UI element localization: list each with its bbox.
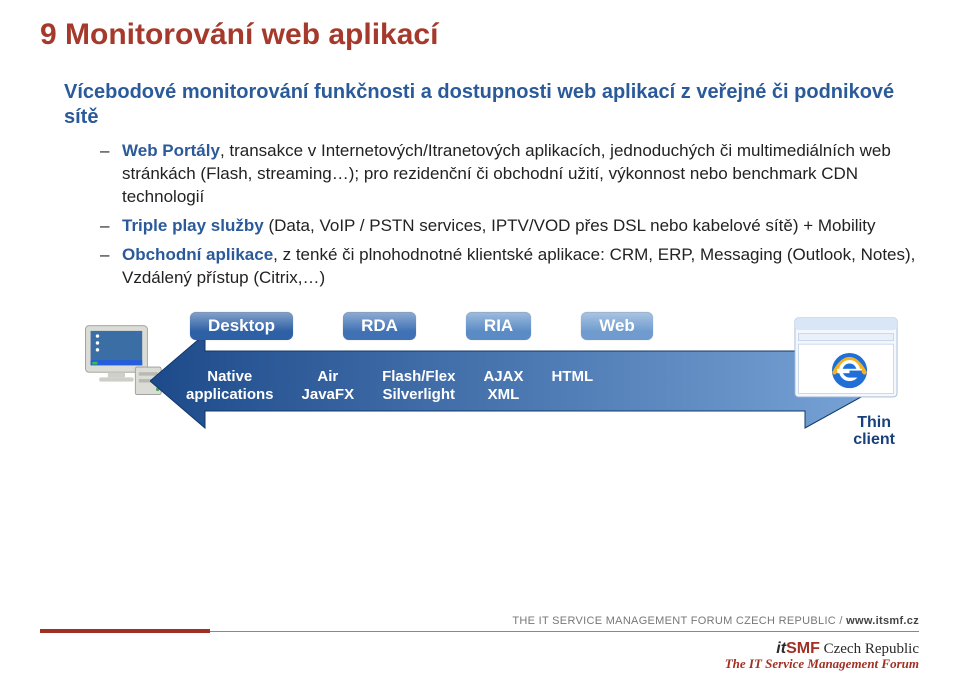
logo-sub: The IT Service Management Forum [725,657,919,671]
footer-org: THE IT SERVICE MANAGEMENT FORUM CZECH RE… [512,615,846,627]
arrow-tech-label: Nativeapplications [186,368,274,406]
bullet-item: Obchodní aplikace, z tenké či plnohodnot… [100,244,919,290]
bullet-item: Web Portály, transakce v Internetových/I… [100,140,919,209]
bullet-keyword: Obchodní aplikace [122,245,273,264]
arrow-pill: Desktop [190,312,293,340]
footer-logo: itSMF Czech Republic The IT Service Mana… [725,641,919,671]
arrow-tech-label: Flash/FlexSilverlight [382,368,455,406]
tech-line: applications [186,386,274,405]
arrow-tech-label: AJAXXML [483,368,523,406]
thin-client-label: Thin client [853,414,895,449]
arrow-diagram: Desktop RDA RIA Web Nativeapplications AirJa… [40,312,919,462]
slide-subtitle: Vícebodové monitorování funkčnosti a dos… [64,80,919,130]
logo-smf: SMF [786,640,820,657]
tech-line: Air [302,368,355,387]
logo-it: it [776,640,786,657]
tech-line: JavaFX [302,386,355,405]
arrow-pill: RDA [343,312,416,340]
footer-divider [0,629,959,633]
bullet-keyword: Web Portály [122,141,220,160]
slide-title: 9 Monitorování web aplikací [40,18,919,52]
logo-cz: Czech Republic [820,641,919,657]
browser-window-icon [793,316,899,404]
bullet-text: (Data, VoIP / PSTN services, IPTV/VOD př… [264,216,876,235]
footer-bar-line [210,631,919,632]
tech-line: XML [483,386,523,405]
tech-line: AJAX [483,368,523,387]
bullet-list: Web Portály, transakce v Internetových/I… [100,140,919,290]
bullet-keyword: Triple play služby [122,216,264,235]
thin-client-line2: client [853,431,895,449]
tech-line: HTML [551,368,593,387]
bullet-item: Triple play služby (Data, VoIP / PSTN se… [100,215,919,238]
arrow-pill: RIA [466,312,531,340]
tech-line: Native [186,368,274,387]
arrow-pill: Web [581,312,653,340]
arrow-tech-label: HTML [551,368,593,406]
footer-url: www.itsmf.cz [846,615,919,627]
footer-bar-red [40,629,210,633]
thin-client-line1: Thin [853,414,895,432]
arrow-tech-label: AirJavaFX [302,368,355,406]
tech-line: Silverlight [382,386,455,405]
pill-row: Desktop RDA RIA Web [190,312,653,340]
tech-line: Flash/Flex [382,368,455,387]
tech-row: Nativeapplications AirJavaFX Flash/FlexSil… [186,368,593,406]
footer-text: THE IT SERVICE MANAGEMENT FORUM CZECH RE… [512,615,919,627]
bullet-text: , transakce v Internetových/Itranetových… [122,141,891,206]
